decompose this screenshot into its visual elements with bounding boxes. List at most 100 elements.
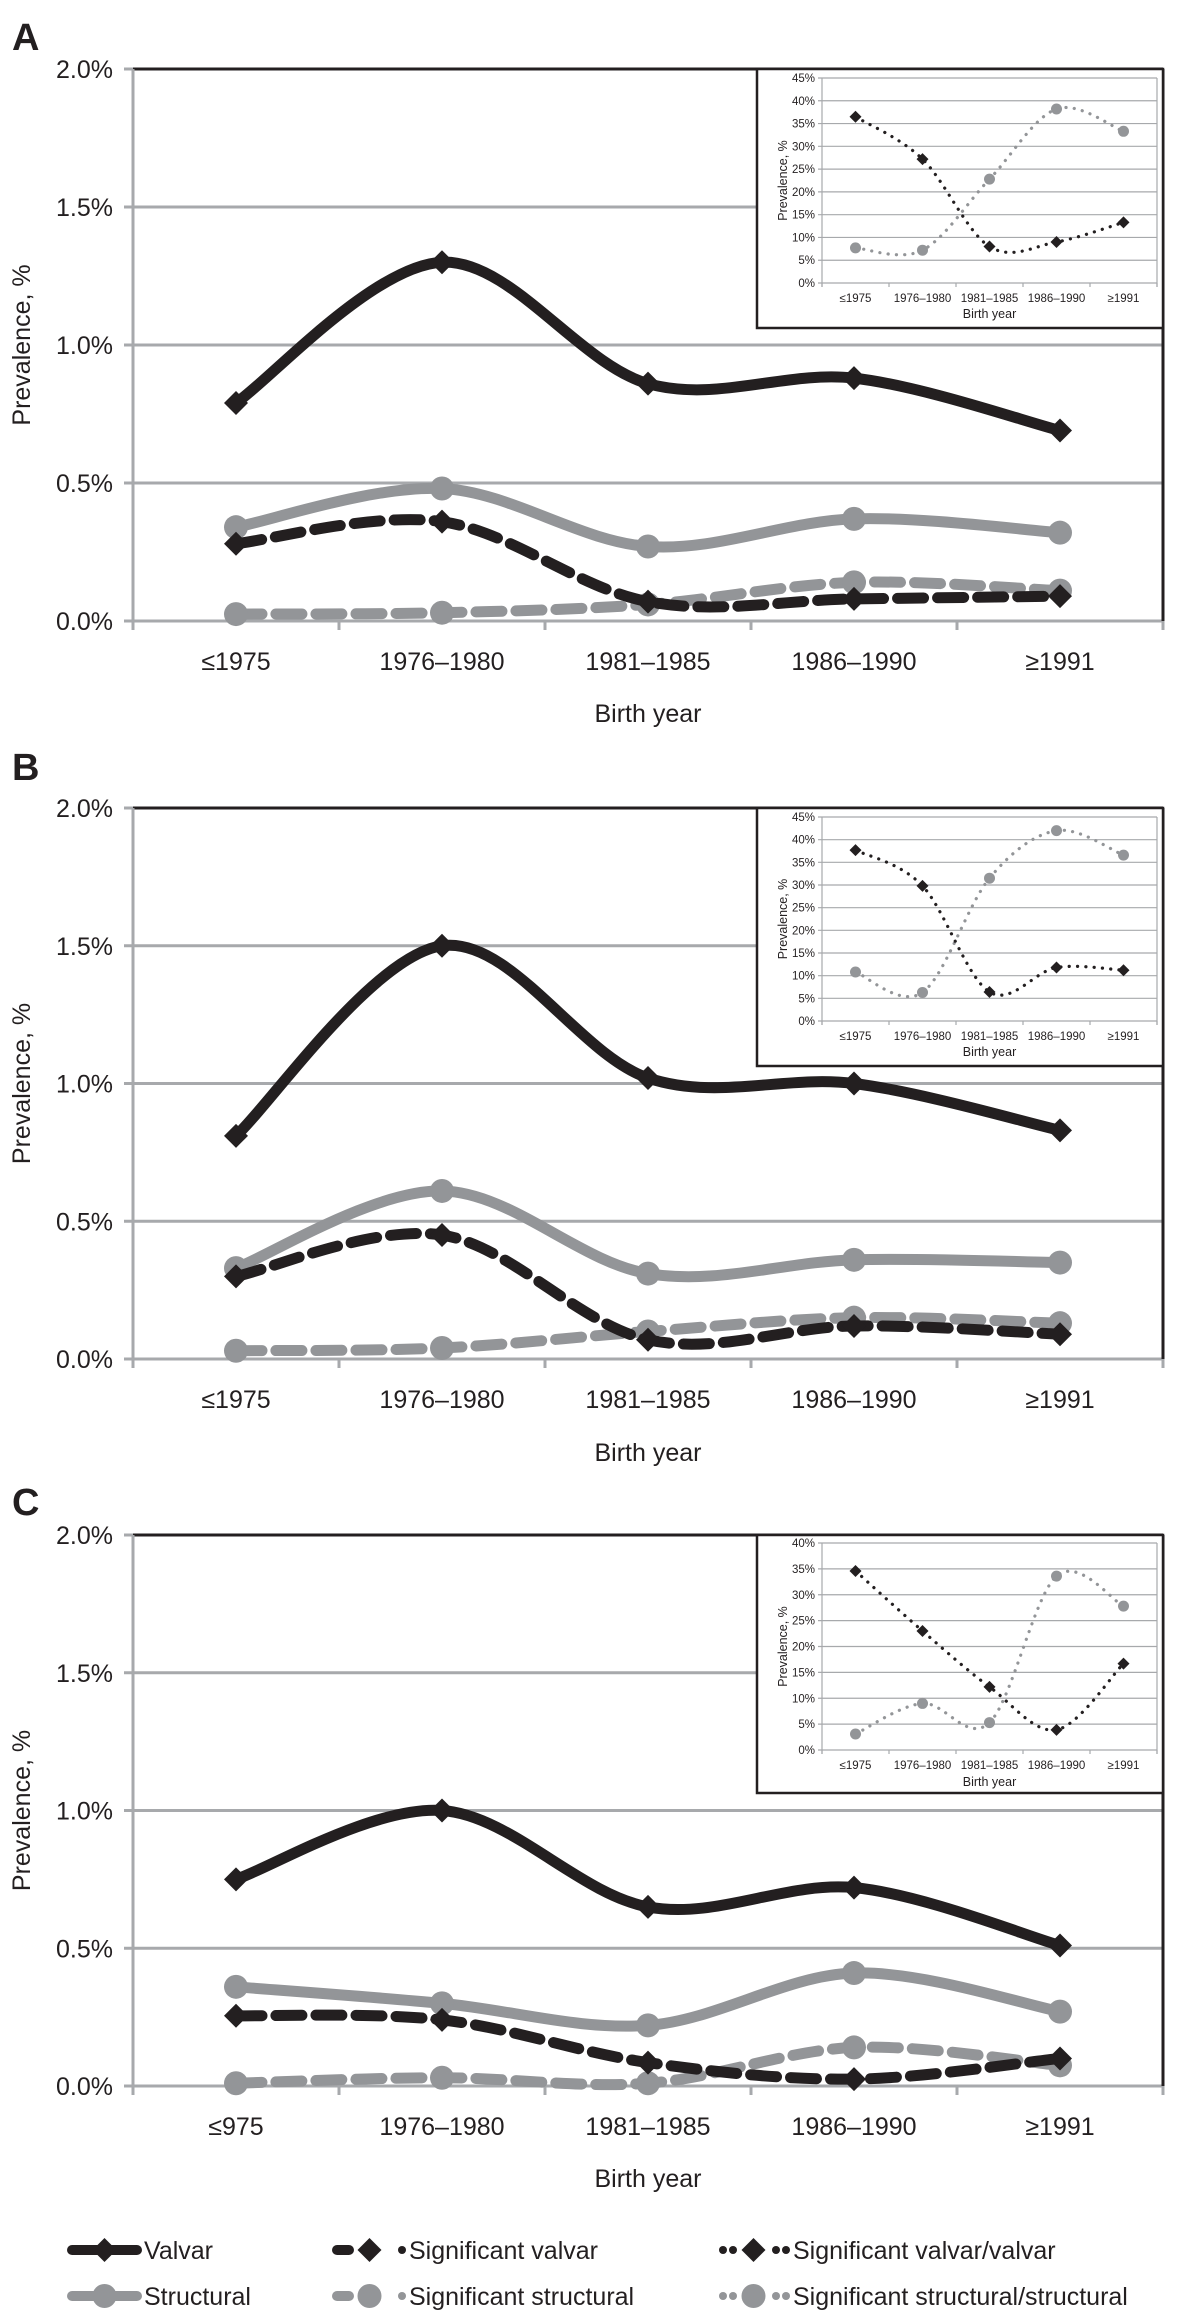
y-tick-label: 0.5% [56,1208,113,1236]
inset-series-line [853,828,1126,999]
inset-x-tick-label: ≥1991 [1108,1031,1140,1043]
data-point [1048,584,1072,609]
data-point [224,602,248,627]
inset-y-tick-label: 25% [792,1616,815,1628]
y-tick-label: 0.0% [56,608,113,636]
inset-y-axis-title: Prevalence, % [776,140,790,221]
data-point [1048,1999,1072,2024]
inset-x-tick-label: 1976–1980 [894,293,952,305]
series-structural [224,1961,1072,2038]
inset-x-tick-label: 1976–1980 [894,1760,952,1772]
data-point [842,1313,866,1338]
inset-y-tick-label: 20% [792,1642,815,1654]
inset-x-tick-label: ≤1975 [840,1760,872,1772]
series-significant-valvar [224,1223,1072,1352]
inset-y-tick-label: 25% [792,164,815,176]
inset-data-point [1051,1570,1062,1582]
legend-label: Significant structural [409,2283,634,2311]
x-axis-title: Birth year [595,1439,702,1467]
y-tick-label: 2.0% [56,1522,113,1550]
inset-x-tick-label: 1981–1985 [961,1760,1019,1772]
series-significant-valvar [224,2003,1072,2092]
inset-data-point [984,173,995,185]
inset-data-point [1051,825,1062,837]
inset-chart: 0% 5% 10% 15% 20% 25% 30% 35% 40% 45% ≤1975 1976–19… [755,67,1165,330]
data-point [1048,2046,1072,2071]
data-point [224,515,248,540]
inset-data-point [850,966,861,978]
inset-y-tick-label: 0% [798,1016,815,1028]
inset-y-tick-label: 15% [792,210,815,222]
x-tick-label: ≥1991 [1025,648,1094,676]
data-point [842,1247,866,1272]
inset-x-tick-label: 1986–1990 [1028,293,1086,305]
inset-data-point [983,1680,996,1693]
inset-data-point [983,985,996,998]
data-point [636,371,660,396]
inset-y-tick-label: 40% [792,1538,815,1550]
y-tick-label: 0.5% [56,1935,113,1963]
y-tick-label: 2.0% [56,795,113,823]
inset-y-tick-label: 40% [792,96,815,108]
x-axis-title: Birth year [595,700,702,728]
inset-y-tick-label: 35% [792,857,815,869]
inset-y-tick-label: 40% [792,835,815,847]
legend-line [719,2292,727,2300]
inset-y-tick-label: 5% [798,993,815,1005]
legend: Valvar Significant valvar Significant valv… [67,2237,1128,2311]
inset-y-tick-label: 10% [792,971,815,983]
inset-data-point [849,1564,862,1577]
inset-x-axis-title: Birth year [963,1775,1017,1789]
inset-data-point [917,986,928,998]
inset-data-point [850,242,861,254]
series-structural [224,476,1072,559]
y-tick-label: 1.5% [56,933,113,961]
data-point [842,1875,866,1900]
legend-line [729,2292,737,2300]
legend-item: Valvar [67,2237,213,2265]
inset-y-tick-label: 30% [792,141,815,153]
data-point [1048,1933,1072,1958]
x-tick-label: 1986–1990 [791,1386,916,1414]
inset-y-tick-label: 0% [798,1745,815,1757]
panel-b: B 0.0% 0.5% 1.0% 1.5% 2.0% ≤1975 1976–1980 1981–… [8,747,1165,1467]
y-tick-label: 1.5% [56,1660,113,1688]
panel-a: A 0.0% 0.5% 1.0% 1.5% 2.0% ≤1975 1976–1980 1981–… [8,17,1165,728]
legend-item: Significant valvar [332,2237,598,2265]
legend-line [772,2246,780,2254]
inset-data-point [983,240,996,253]
x-tick-label: 1976–1980 [379,1386,504,1414]
legend-line [719,2246,727,2254]
data-point [636,534,660,559]
inset-data-point [850,1728,861,1740]
inset-y-axis-title: Prevalence, % [776,879,790,960]
data-point [1048,1250,1072,1275]
data-point [842,1071,866,1096]
data-point [842,570,866,595]
x-tick-label: ≥1991 [1025,1386,1094,1414]
x-tick-label: 1981–1985 [585,2113,710,2141]
data-point [224,1264,248,1289]
data-point [430,2065,454,2090]
inset-series-significant-valvar-valvar [849,110,1130,255]
y-tick-label: 0.0% [56,2073,113,2101]
series-structural [224,1178,1072,1286]
inset-data-point [1118,849,1129,861]
data-point [1048,418,1072,443]
y-axis-title: Prevalence, % [8,1730,36,1891]
inset-x-axis-title: Birth year [963,307,1017,321]
data-point [224,390,248,415]
inset-x-axis-title: Birth year [963,1045,1017,1059]
legend-label: Significant valvar [409,2237,598,2265]
inset-y-tick-label: 0% [798,278,815,290]
x-tick-label: ≤1975 [201,648,270,676]
data-point [636,2013,660,2038]
inset-y-tick-label: 30% [792,880,815,892]
data-point [842,366,866,391]
inset-series-line [853,1569,1126,1736]
legend-item: Significant valvar/valvar [719,2237,1056,2265]
data-point [842,2067,866,2092]
data-point [430,1223,454,1248]
inset-x-tick-label: 1981–1985 [961,1031,1019,1043]
data-point [430,933,454,958]
